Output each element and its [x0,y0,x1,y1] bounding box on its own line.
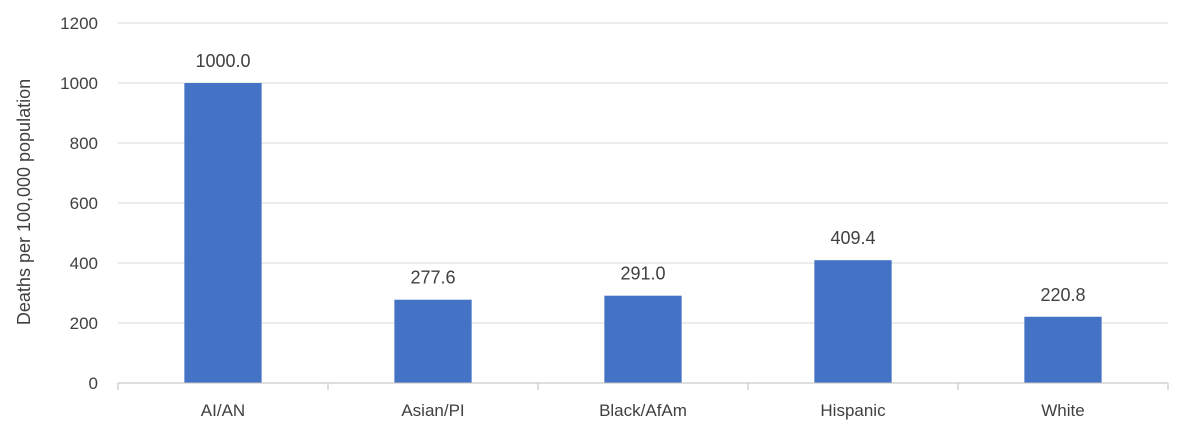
bars [184,83,1102,383]
x-tick-label: AI/AN [201,401,245,420]
y-tick-label: 200 [70,314,98,333]
bar-hispanic [814,260,892,383]
data-label: 409.4 [830,228,875,248]
data-label: 220.8 [1040,285,1085,305]
x-tick-label: Black/AfAm [599,401,687,420]
axes [117,382,1169,390]
x-tick-label: Asian/PI [401,401,464,420]
y-axis-label: Deaths per 100,000 population [14,79,34,325]
y-tick-label: 600 [70,194,98,213]
bar-asian-pi [394,299,472,383]
data-label: 291.0 [620,264,665,284]
bar-black-afam [604,295,682,383]
bar-white [1024,316,1102,383]
labels: 0 200 400 600 800 1000 1200 1000.0 AI/AN 277.6 Asi… [60,14,1085,420]
y-tick-label: 1000 [60,74,98,93]
bar-ai-an [184,83,262,383]
x-tick-label: Hispanic [820,401,886,420]
y-tick-label: 400 [70,254,98,273]
y-tick-label: 0 [89,374,98,393]
data-label: 277.6 [410,268,455,288]
gridlines [118,22,1168,324]
y-tick-label: 1200 [60,14,98,33]
data-label: 1000.0 [195,51,250,71]
x-tick-label: White [1041,401,1084,420]
y-tick-label: 800 [70,134,98,153]
